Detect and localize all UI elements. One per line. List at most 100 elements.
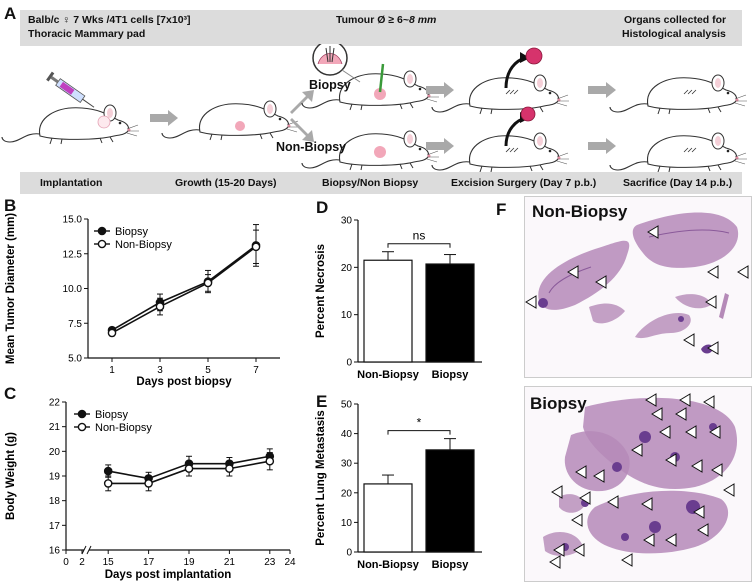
band-right-line2: Histological analysis <box>622 28 726 40</box>
label-non-biopsy: Non-Biopsy <box>276 140 347 154</box>
metastasis-arrowhead-icon <box>737 265 749 279</box>
data-point <box>103 466 113 476</box>
syringe-icon <box>46 71 95 108</box>
category-label: Biopsy <box>432 559 470 571</box>
panel-label-b: B <box>4 196 17 215</box>
metastasis-arrowhead-icon <box>641 497 653 511</box>
category-label: Biopsy <box>432 369 470 381</box>
band-left-line1: Balb/c ♀ 7 Wks /4T1 cells [7x10³] <box>28 14 191 26</box>
x-tick-label: 3 <box>157 365 163 376</box>
metastasis-arrowhead-icon <box>579 491 591 505</box>
bar <box>425 449 475 553</box>
metastasis-arrowhead-icon <box>707 265 719 279</box>
mouse-non-biopsy <box>301 130 440 171</box>
y-tick-label: 15.0 <box>63 215 83 226</box>
stage-biopsy: Biopsy/Non Biopsy <box>322 177 419 189</box>
y-tick-label: 30 <box>341 216 353 227</box>
metastasis-arrowhead-icon <box>551 485 563 499</box>
metastasis-arrowhead-icon <box>647 225 659 239</box>
y-axis-label: Mean Tumor Diameter (mm) <box>5 213 17 364</box>
x-tick-label: 2 <box>79 557 85 568</box>
legend-marker <box>77 409 87 419</box>
legend-marker <box>97 226 107 236</box>
y-tick-label: 18 <box>49 496 61 507</box>
y-tick-label: 5.0 <box>68 354 82 365</box>
mouse-biopsy <box>301 70 440 111</box>
top-info-band <box>20 10 742 46</box>
y-tick-label: 10 <box>341 518 353 529</box>
y-tick-label: 20 <box>341 488 353 499</box>
band-center-value: 8 mm <box>408 14 437 26</box>
data-point <box>155 302 165 311</box>
y-tick-label: 0 <box>346 358 352 369</box>
panel-label-a: A <box>4 4 17 23</box>
y-tick-label: 22 <box>49 398 61 409</box>
data-point <box>225 464 234 473</box>
x-tick-label: 17 <box>143 557 155 568</box>
stage-growth: Growth (15-20 Days) <box>175 177 277 189</box>
metastasis-arrowhead-icon <box>567 265 579 279</box>
metastasis-arrowhead-icon <box>621 553 633 567</box>
metastasis-arrowhead-icon <box>723 483 735 497</box>
band-center-prefix: Tumour Ø ≥ 6~ <box>336 14 409 26</box>
metastasis-arrowhead-icon <box>685 425 697 439</box>
chart-e-lung-metastasis: 0 10 20 30 40 50 Percent Lung Metastasis Non-Bi… <box>315 400 482 571</box>
x-tick-label: 0 <box>63 557 69 568</box>
metastasis-arrowhead-icon <box>679 393 691 407</box>
y-tick-label: 16 <box>49 546 61 557</box>
data-point <box>203 278 213 288</box>
metastasis-arrowhead-icon <box>553 543 565 557</box>
metastasis-arrowhead-icon <box>665 453 677 467</box>
axis-break <box>81 545 87 555</box>
metastasis-arrowhead-icon <box>573 543 585 557</box>
y-tick-label: 10.0 <box>63 284 83 295</box>
metastasis-arrowhead-icon <box>607 495 619 509</box>
metastasis-arrowhead-icon <box>571 513 583 527</box>
metastasis-arrowhead-icon <box>675 407 687 421</box>
metastasis-arrowhead-icon <box>665 533 677 547</box>
stage-band <box>20 172 742 194</box>
metastasis-arrowhead-icon <box>693 505 705 519</box>
category-label: Non-Biopsy <box>357 559 420 571</box>
x-tick-label: 23 <box>264 557 276 568</box>
biopsy-needle <box>378 63 385 93</box>
metastasis-arrowhead-icon <box>631 443 643 457</box>
x-tick-label: 1 <box>109 365 115 376</box>
label-biopsy: Biopsy <box>309 78 351 92</box>
metastasis-arrowhead-icon <box>709 425 721 439</box>
mouse-growth <box>161 100 300 141</box>
y-tick-label: 20 <box>49 447 61 458</box>
panel-label-c: C <box>4 384 17 403</box>
significance-label: ns <box>413 229 426 243</box>
metastasis-arrowhead-icon <box>691 459 703 473</box>
mouse-sacrifice-non-biopsy <box>609 132 748 173</box>
series-line-2 <box>111 246 257 334</box>
data-point <box>107 328 117 338</box>
metastasis-arrowhead-icon <box>651 407 663 421</box>
metastasis-arrowhead-icon <box>697 523 709 537</box>
metastasis-arrowhead-icon <box>593 469 605 483</box>
mouse-implantation <box>1 104 140 145</box>
excised-tumor-2 <box>520 106 536 122</box>
y-tick-label: 17 <box>49 521 61 532</box>
histology-non-biopsy-image <box>538 212 739 354</box>
y-tick-label: 40 <box>341 429 353 440</box>
x-tick-label: 19 <box>183 557 195 568</box>
bar <box>425 263 475 363</box>
panel-label-e: E <box>316 392 328 411</box>
mouse-excision-biopsy <box>431 74 570 115</box>
chart-b-tumor-diameter: 5.0 7.5 10.0 12.5 15.0 1 3 5 7 Days post biopsy Me… <box>5 213 280 388</box>
histology-title-non-biopsy: Non-Biopsy <box>532 202 628 221</box>
x-tick-label: 5 <box>205 365 211 376</box>
y-axis-label: Percent Necrosis <box>315 244 327 338</box>
panel-label-d: D <box>316 198 329 217</box>
data-point <box>184 464 194 473</box>
x-tick-label: 21 <box>224 557 236 568</box>
mouse-sacrifice-biopsy <box>609 74 748 115</box>
stage-excision: Excision Surgery (Day 7 p.b.) <box>451 177 597 189</box>
data-point <box>251 242 261 252</box>
panel-a-illustration <box>1 44 748 173</box>
series-line-1 <box>111 244 257 331</box>
significance-bracket <box>387 430 451 435</box>
metastasis-arrowhead-icon <box>659 425 671 439</box>
